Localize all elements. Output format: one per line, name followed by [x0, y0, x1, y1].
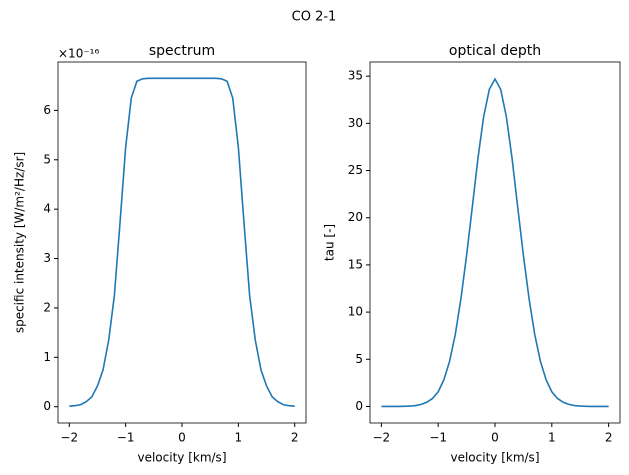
x-tick-label: −1 — [429, 431, 447, 445]
y-tick-label: 10 — [348, 305, 363, 319]
x-tick-label: 2 — [291, 431, 299, 445]
line-series — [69, 77, 295, 408]
y-tick-label: 2 — [43, 300, 51, 314]
line-series — [381, 77, 609, 408]
y-tick-label: 5 — [355, 352, 363, 366]
y-tick-label: 20 — [348, 210, 363, 224]
axes-frame — [57, 61, 307, 424]
x-tick-label: 2 — [605, 431, 613, 445]
x-tick-label: −2 — [60, 431, 78, 445]
x-tick-label: −1 — [117, 431, 135, 445]
y-tick-label: 35 — [348, 69, 363, 83]
figure-title: CO 2-1 — [292, 10, 337, 25]
y-axis-label: specific intensity [W/m²/Hz/sr] — [13, 152, 27, 333]
y-tick-label: 15 — [348, 257, 363, 271]
y-tick-label: 4 — [43, 202, 51, 216]
x-tick-label: 0 — [178, 431, 186, 445]
axes-title: spectrum — [149, 43, 215, 59]
x-tick-label: 1 — [235, 431, 243, 445]
axes-title: optical depth — [449, 43, 541, 59]
y-tick-label: 3 — [43, 251, 51, 265]
x-axis-label: velocity [km/s] — [450, 451, 539, 465]
y-tick-label: 0 — [43, 399, 51, 413]
y-axis-label: tau [-] — [323, 224, 337, 261]
y-tick-label: 30 — [348, 116, 363, 130]
y-tick-label: 1 — [43, 350, 51, 364]
x-tick-label: −2 — [373, 431, 391, 445]
axes-frame — [369, 61, 621, 424]
y-tick-label: 5 — [43, 152, 51, 166]
y-tick-label: 6 — [43, 103, 51, 117]
x-tick-label: 0 — [491, 431, 499, 445]
y-tick-label: 0 — [355, 399, 363, 413]
x-axis-label: velocity [km/s] — [137, 451, 226, 465]
y-tick-label: 25 — [348, 163, 363, 177]
x-tick-label: 1 — [548, 431, 556, 445]
y-offset-label: ×10⁻¹⁶ — [58, 47, 99, 61]
